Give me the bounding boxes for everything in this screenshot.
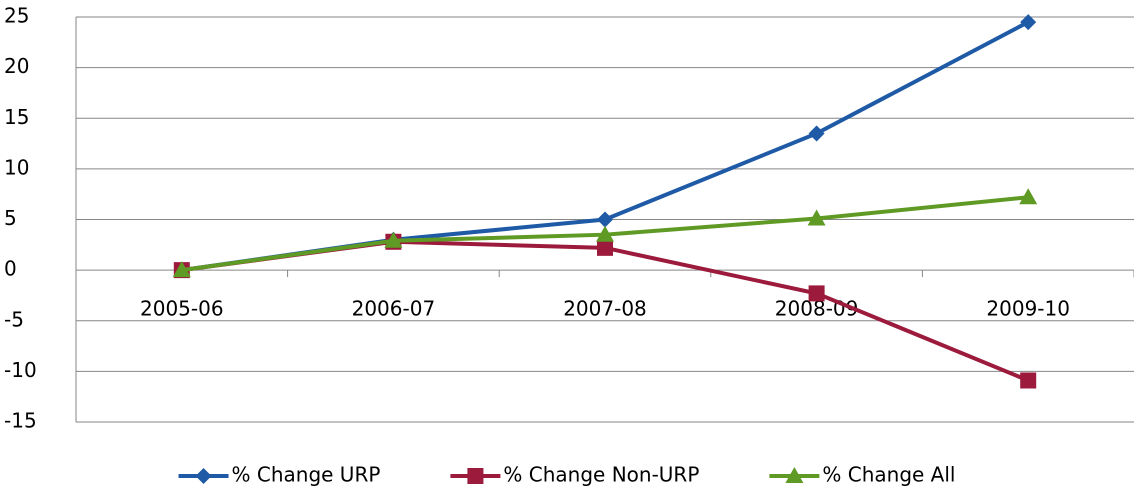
- legend: % Change URP % Change Non-URP % Change All: [178, 463, 955, 487]
- x-tick-label: 2009-10: [986, 297, 1070, 321]
- y-tick-label: -10: [4, 358, 37, 382]
- marker: [1020, 14, 1037, 31]
- marker: [172, 261, 191, 278]
- marker: [1020, 372, 1037, 389]
- y-tick-label: 15: [4, 105, 29, 129]
- y-tick-label: -15: [4, 409, 37, 433]
- legend-label: % Change All: [822, 463, 955, 487]
- y-tick-label: 10: [4, 155, 29, 179]
- y-tick-label: 0: [4, 257, 17, 281]
- marker: [808, 125, 825, 142]
- x-tick-label: 2006-07: [352, 297, 436, 321]
- y-tick-label: 20: [4, 54, 29, 78]
- marker: [597, 211, 613, 228]
- x-tick-label: 2007-08: [563, 297, 647, 321]
- marker: [597, 239, 613, 256]
- y-tick-label: 5: [4, 206, 17, 230]
- marker: [1019, 188, 1038, 205]
- legend-item: % Change All: [769, 463, 955, 487]
- marker: [384, 231, 403, 248]
- marker: [808, 285, 825, 302]
- y-tick-label: 25: [4, 4, 29, 28]
- marker: [596, 225, 614, 242]
- legend-label: % Change URP: [232, 463, 381, 487]
- x-tick-label: 2005-06: [140, 297, 224, 321]
- legend-item: % Change URP: [178, 463, 381, 487]
- legend-label: % Change Non-URP: [503, 463, 699, 487]
- marker: [807, 209, 826, 226]
- marker: [467, 468, 484, 484]
- marker: [195, 468, 212, 484]
- legend-item: % Change Non-URP: [450, 463, 699, 487]
- marker: [785, 467, 804, 483]
- y-tick-label: -5: [4, 307, 24, 331]
